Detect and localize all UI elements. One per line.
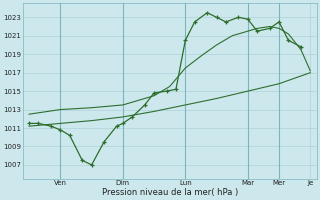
X-axis label: Pression niveau de la mer( hPa ): Pression niveau de la mer( hPa ) <box>101 188 238 197</box>
